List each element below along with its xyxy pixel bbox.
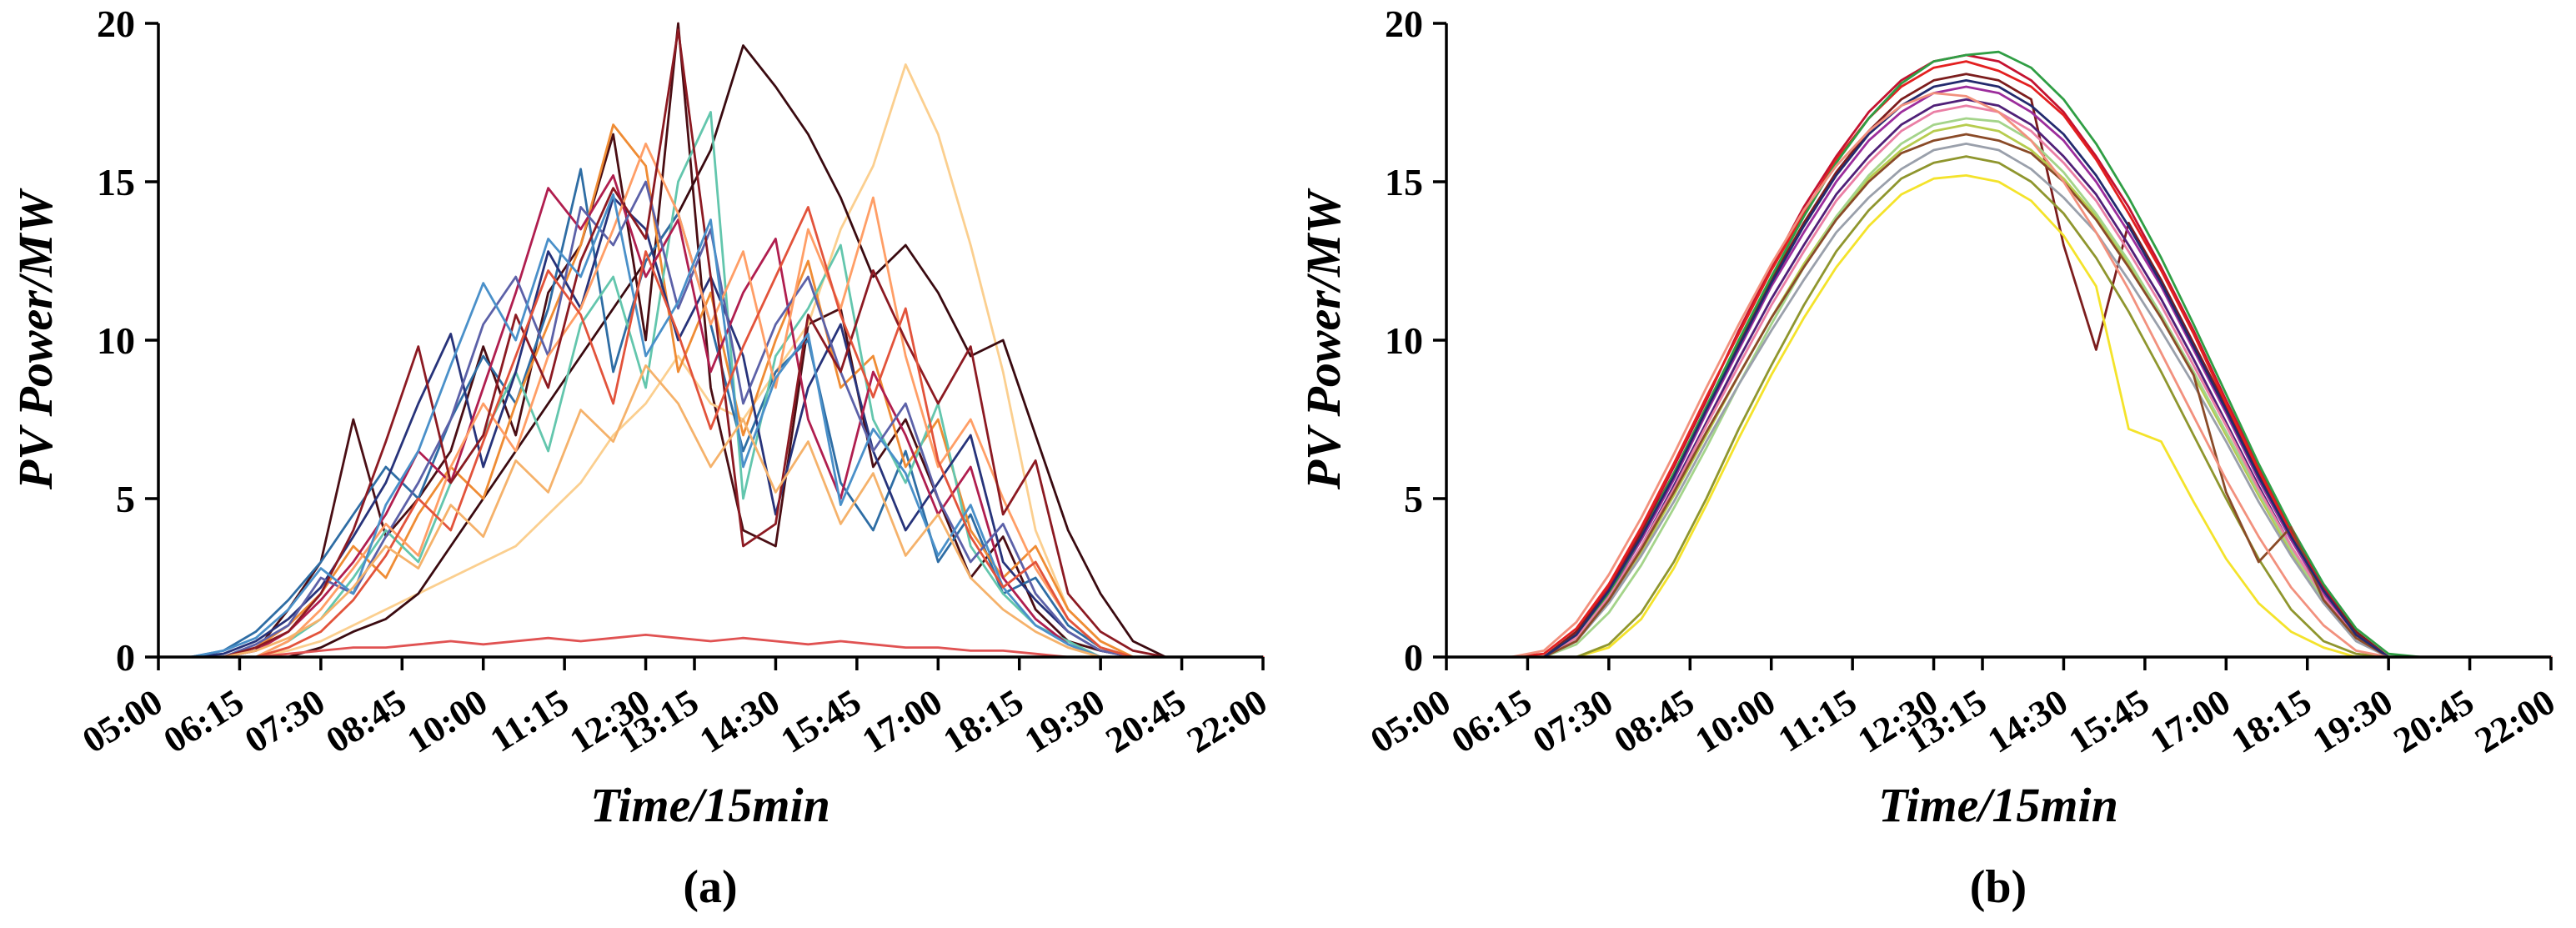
series-line-9 <box>157 180 1265 659</box>
x-tick-label: 07:30 <box>238 681 332 761</box>
x-tick-label: 15:45 <box>774 681 868 761</box>
series-line-6 <box>1445 50 2553 659</box>
series-line-10 <box>1445 155 2553 659</box>
series-line-6 <box>157 110 1265 659</box>
series-line-8 <box>157 173 1265 659</box>
y-tick-label: 10 <box>1385 319 1423 362</box>
x-axis-title: Time/15min <box>590 778 830 832</box>
y-axis-title: PV Power/MW <box>1296 188 1351 490</box>
x-tick-label: 15:45 <box>2062 681 2156 761</box>
series-line-15 <box>1445 92 2553 659</box>
y-tick-label: 0 <box>1404 636 1423 679</box>
x-tick-label: 11:15 <box>483 681 575 760</box>
series-line-13 <box>1445 133 2553 659</box>
series-line-14 <box>1445 79 2553 659</box>
series-line-12 <box>157 193 1265 659</box>
chart-b-svg: 0510152005:0006:1507:3008:4510:0011:1512… <box>1296 3 2562 913</box>
x-tick-label: 17:00 <box>2143 681 2238 761</box>
y-tick-label: 20 <box>97 3 135 45</box>
series-line-4 <box>1445 85 2553 659</box>
series-line-13 <box>157 205 1265 659</box>
x-tick-label: 18:15 <box>2224 681 2318 761</box>
y-tick-label: 5 <box>1404 478 1423 520</box>
series-line-5 <box>157 123 1265 659</box>
x-tick-label: 20:45 <box>1099 681 1193 761</box>
x-tick-label: 18:15 <box>936 681 1030 761</box>
chart-b-dynamic: 0510152005:0006:1507:3008:4510:0011:1512… <box>1363 3 2562 761</box>
series-line-12 <box>1445 104 2553 659</box>
series-line-1 <box>157 22 1265 659</box>
caption-b: (b) <box>1970 861 2027 913</box>
x-tick-label: 06:15 <box>1445 681 1539 761</box>
x-tick-label: 05:00 <box>75 681 169 761</box>
series-line-3 <box>157 44 1265 659</box>
x-tick-label: 10:00 <box>1688 681 1782 761</box>
panel-a: 0 5 10 15 20 05:00 06:15 07:30 08:45 10:00 11:15 12… <box>8 3 1274 913</box>
x-tick-label: 20:45 <box>2387 681 2481 761</box>
x-tick-label: 05:00 <box>1363 681 1457 761</box>
x-tick-label: 06:15 <box>157 681 251 761</box>
x-tick-label: 19:30 <box>2305 681 2399 761</box>
series-line-2 <box>157 63 1265 659</box>
x-tick-label: 19:30 <box>1017 681 1111 761</box>
series-line-11 <box>1445 142 2553 659</box>
caption-a: (a) <box>683 861 737 913</box>
series-line-11 <box>157 28 1265 659</box>
y-axis-title: PV Power/MW <box>8 188 63 490</box>
y-tick-label: 5 <box>116 478 135 520</box>
chart-a-dynamic: 0510152005:0006:1507:3008:4510:0011:1512… <box>75 3 1274 761</box>
y-tick-label: 20 <box>1385 3 1423 45</box>
x-tick-label: 11:15 <box>1771 681 1863 760</box>
series-line-14 <box>157 364 1265 659</box>
x-tick-label: 14:30 <box>693 681 787 761</box>
x-tick-label: 22:00 <box>1180 681 1274 761</box>
panel-b: 0 5 10 15 20 05:00 06:15 07:30 08:45 10:00 11:15 12… <box>1288 0 2576 928</box>
y-tick-label: 10 <box>97 319 135 362</box>
y-tick-label: 15 <box>97 161 135 203</box>
x-tick-label: 10:00 <box>400 681 494 761</box>
x-tick-label: 07:30 <box>1526 681 1620 761</box>
y-tick-label: 0 <box>116 636 135 679</box>
x-tick-label: 08:45 <box>1607 681 1701 761</box>
x-tick-label: 22:00 <box>2468 681 2562 761</box>
x-tick-label: 14:30 <box>1981 681 2075 761</box>
x-tick-label: 08:45 <box>319 681 413 761</box>
x-tick-label: 17:00 <box>855 681 950 761</box>
x-axis-title: Time/15min <box>1878 778 2118 832</box>
y-tick-label: 15 <box>1385 161 1423 203</box>
chart-a-svg: 0510152005:0006:1507:3008:4510:0011:1512… <box>8 3 1274 913</box>
